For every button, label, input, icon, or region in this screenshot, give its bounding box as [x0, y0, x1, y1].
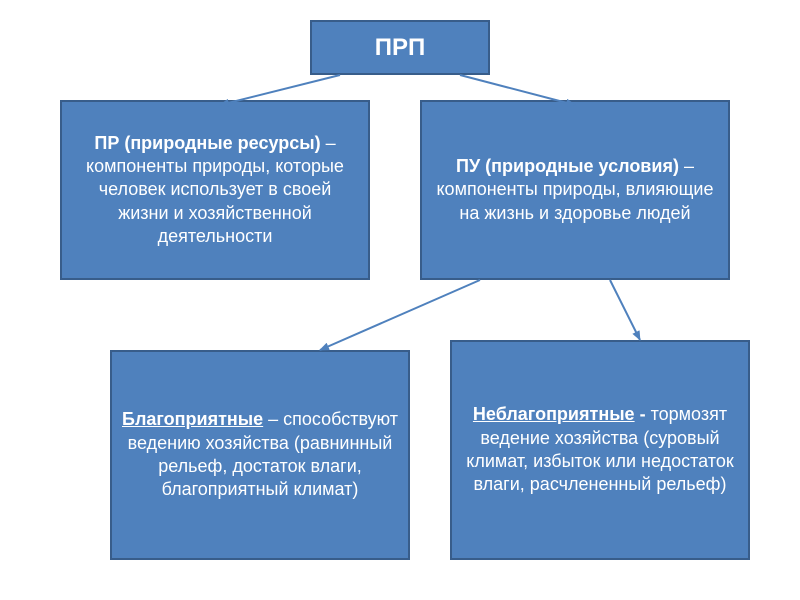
natural-resources-node: ПР (природные ресурсы) – компоненты прир… [60, 100, 370, 280]
natural-conditions-lead: ПУ (природные условия) [456, 156, 679, 176]
unfavorable-lead: Неблагоприятные [473, 404, 635, 424]
root-label: ПРП [375, 32, 426, 63]
natural-conditions-node: ПУ (природные условия) – компоненты прир… [420, 100, 730, 280]
natural-conditions-text: ПУ (природные условия) – компоненты прир… [432, 155, 718, 225]
root-node: ПРП [310, 20, 490, 75]
unfavorable-pre: - [635, 404, 651, 424]
favorable-lead: Благоприятные [122, 409, 263, 429]
favorable-text: Благоприятные – способствуют ведению хоз… [122, 408, 398, 502]
arrow [610, 280, 640, 340]
natural-resources-lead: ПР (природные ресурсы) [94, 133, 320, 153]
favorable-node: Благоприятные – способствуют ведению хоз… [110, 350, 410, 560]
unfavorable-node: Неблагоприятные - тормозят ведение хозяй… [450, 340, 750, 560]
natural-resources-text: ПР (природные ресурсы) – компоненты прир… [72, 132, 358, 249]
unfavorable-text: Неблагоприятные - тормозят ведение хозяй… [462, 403, 738, 497]
